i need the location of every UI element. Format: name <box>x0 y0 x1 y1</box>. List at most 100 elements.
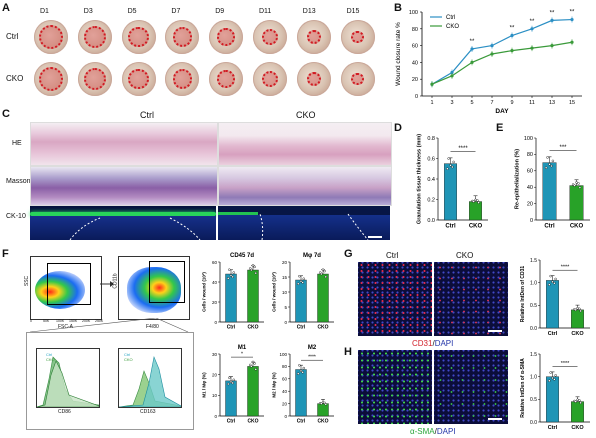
y-tick-label: 0 <box>214 320 217 325</box>
x-axis-label: DAY <box>495 108 509 115</box>
y-tick-label: 1.5 <box>530 258 537 264</box>
data-point <box>450 74 454 78</box>
data-dot <box>577 182 580 185</box>
flow-tick-label: 50K <box>43 319 50 323</box>
chart-title: Mφ 7d <box>303 253 321 259</box>
wound-outline <box>128 26 149 48</box>
flow-tick-label: 0 <box>30 319 32 323</box>
panel-label-h: H <box>344 346 352 358</box>
flow1-ylabel: SSC <box>24 275 31 287</box>
data-point <box>550 44 554 48</box>
x-tick-label: CKO <box>317 325 328 331</box>
hist1-legend-ctrl: Ctrl <box>46 352 53 357</box>
data-point <box>430 82 434 86</box>
data-dot <box>446 167 449 170</box>
data-dot <box>554 374 557 377</box>
y-tick-label: 10 <box>212 393 218 398</box>
wound-photo <box>34 20 68 54</box>
y-tick-label: 15 <box>282 275 288 280</box>
data-dot <box>228 268 231 271</box>
data-dot <box>477 201 480 204</box>
panel-label-b: B <box>394 2 402 14</box>
y-tick-label: 60 <box>412 44 418 50</box>
chart-e-reepithelialization: 0 20 40 60 80 100 Ctrl CKO *** Re-epithelializati… <box>514 136 590 230</box>
wound-photo <box>209 20 244 54</box>
stain-sep: / <box>432 339 435 348</box>
significance-mark: ** <box>550 10 555 16</box>
y-tick-label: 80 <box>282 364 288 369</box>
data-dot <box>578 399 581 402</box>
data-dot <box>299 280 303 283</box>
x-tick-label: 11 <box>529 100 535 106</box>
data-dot <box>548 163 551 166</box>
data-dot <box>544 166 548 169</box>
masson-cko-image <box>218 166 392 206</box>
wound-outline <box>262 29 278 45</box>
data-dot <box>574 400 577 403</box>
hist1-legend-cko: CKO <box>46 357 55 362</box>
bar <box>295 369 307 417</box>
panel-c-col-cko: CKO <box>296 110 316 120</box>
data-dot <box>297 282 300 285</box>
data-dot <box>476 199 479 202</box>
y-axis-label: Granulation tissue thickness (mm) <box>416 134 422 224</box>
data-dot <box>301 281 304 284</box>
data-dot <box>251 360 255 364</box>
panel-g-col-cko: CKO <box>456 251 474 260</box>
data-dot <box>549 274 552 278</box>
data-dot <box>302 277 305 280</box>
wound-outline <box>83 67 106 91</box>
x-tick-label: CKO <box>469 224 483 230</box>
data-dot <box>447 157 450 160</box>
data-dot <box>302 366 305 370</box>
y-tick-label: 40 <box>412 60 418 66</box>
chart-f-cd45: 0 20 40 60 Ctrl CKO CD45 7d Cells / wound (10³) <box>202 253 264 331</box>
data-dot <box>551 376 554 380</box>
y-tick-label: 1.5 <box>530 352 537 358</box>
data-point <box>570 17 574 22</box>
x-tick-label: Ctrl <box>548 425 558 431</box>
data-dot <box>298 364 301 367</box>
y-tick-label: 60 <box>282 377 288 382</box>
x-tick-label: CKO <box>247 419 258 425</box>
y-tick-label: 0.0 <box>427 218 435 224</box>
y-tick-label: 0.0 <box>530 420 537 426</box>
y-tick-label: 0 <box>214 414 217 419</box>
data-dot <box>232 271 235 274</box>
chart-title: M2 <box>308 345 317 351</box>
x-tick-label: 13 <box>549 100 555 106</box>
data-dot <box>321 268 325 271</box>
flow-tick-label: 250K <box>95 319 104 323</box>
flow-plot-ssc-fsc <box>30 256 102 320</box>
data-dot <box>451 165 454 169</box>
x-tick-label: CKO <box>570 224 584 230</box>
panel-c-col-ctrl: Ctrl <box>140 110 154 120</box>
flow1-xlabel: FSC-A <box>58 324 73 330</box>
wound-outline <box>306 29 321 45</box>
data-dot <box>579 401 582 405</box>
cd31-label: CD31 <box>412 339 433 348</box>
ck10-cko-image <box>218 206 390 240</box>
wound-photo <box>121 62 156 96</box>
data-dot <box>228 376 231 379</box>
wound-photo <box>340 62 375 96</box>
data-point <box>530 27 534 31</box>
x-tick-label: Ctrl <box>227 325 236 331</box>
data-dot <box>251 264 255 267</box>
stain-sep-h: / <box>434 427 437 436</box>
flow-tick-label: 150K <box>69 319 78 323</box>
data-point <box>550 18 554 22</box>
panel-g-col-ctrl: Ctrl <box>386 251 399 260</box>
y-tick-label: 60 <box>212 260 218 265</box>
chart-f-m2: 0 20 40 60 80 100 Ctrl CKO **** M2 M2 / Mφ (%) <box>272 345 334 425</box>
y-tick-label: 40 <box>212 280 218 285</box>
hist2-xlabel: CD163 <box>140 409 156 415</box>
x-tick-label: CKO <box>571 331 584 337</box>
bar <box>225 380 237 417</box>
data-dot <box>554 277 557 281</box>
data-dot <box>578 186 582 189</box>
data-point <box>490 44 494 48</box>
panel-label-c: C <box>2 108 10 120</box>
gate-connector <box>29 318 189 333</box>
data-dot <box>553 282 556 285</box>
